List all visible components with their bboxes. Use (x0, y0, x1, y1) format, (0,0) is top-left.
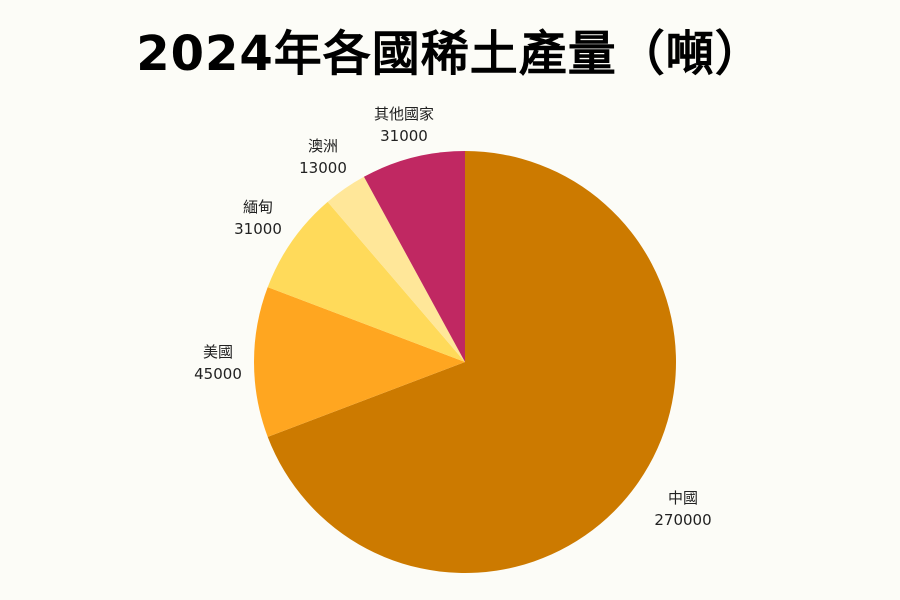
label-value: 13000 (299, 159, 347, 177)
label-name: 其他國家 (373, 105, 435, 123)
label-name: 中國 (667, 489, 699, 507)
label-name: 緬甸 (242, 198, 273, 216)
label-value: 31000 (380, 127, 428, 145)
label-australia: 澳洲 13000 (299, 135, 347, 179)
label-name: 美國 (202, 343, 233, 361)
label-value: 270000 (654, 511, 712, 529)
pie-slice-4 (363, 151, 465, 362)
pie-slice-1 (254, 287, 465, 437)
label-myanmar: 緬甸 31000 (234, 196, 282, 240)
label-china: 中國 270000 (654, 487, 711, 531)
pie-slice-0 (267, 151, 677, 573)
label-usa: 美國 45000 (194, 341, 242, 385)
label-value: 31000 (234, 220, 282, 238)
pie-slice-3 (327, 176, 465, 362)
label-name: 澳洲 (307, 137, 338, 155)
pie-slice-2 (267, 201, 465, 362)
label-value: 45000 (194, 365, 242, 383)
chart-title: 2024年各國稀土產量（噸） (136, 26, 764, 82)
label-others: 其他國家 31000 (374, 103, 434, 147)
